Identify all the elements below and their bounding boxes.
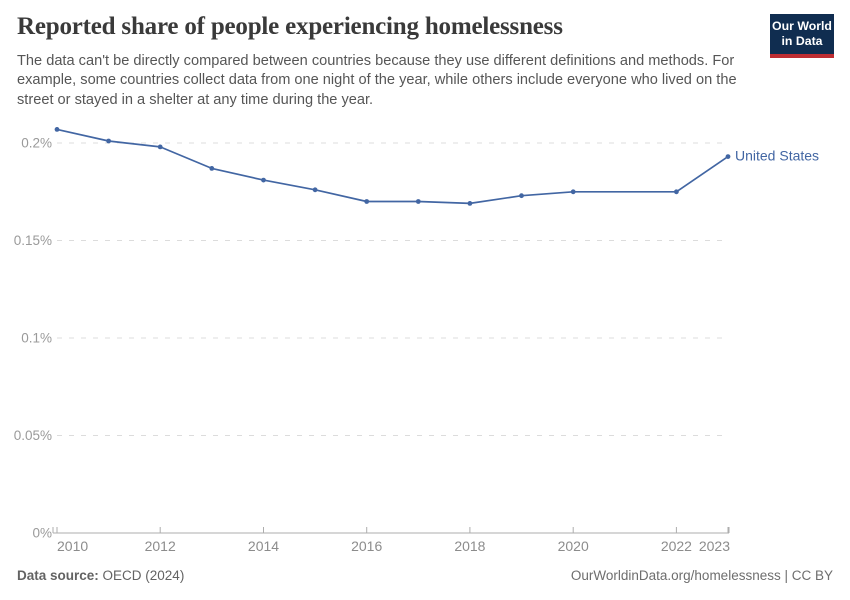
y-axis-label: 0.2% (21, 136, 52, 151)
data-point[interactable] (570, 189, 576, 195)
y-axis-label: 0.1% (21, 331, 52, 346)
x-axis-label: 2022 (661, 538, 692, 554)
x-axis-label: 2023 (699, 538, 730, 554)
data-point[interactable] (209, 166, 215, 171)
y-axis-label: 0.15% (14, 233, 52, 248)
data-point[interactable] (157, 144, 163, 150)
x-axis-label: 2020 (558, 538, 589, 554)
data-point[interactable] (725, 154, 731, 160)
data-point[interactable] (106, 138, 111, 144)
data-point[interactable] (312, 187, 318, 193)
data-source-label: Data source: (17, 568, 99, 583)
owid-logo-line1: Our World (772, 19, 832, 33)
data-point[interactable] (261, 177, 266, 183)
data-source-value: OECD (2024) (98, 568, 185, 583)
data-point[interactable] (415, 199, 421, 204)
x-axis-label: 2016 (351, 538, 382, 554)
owid-logo[interactable]: Our World in Data (770, 14, 834, 58)
data-point[interactable] (467, 201, 473, 206)
data-source: Data source: OECD (2024) (17, 568, 184, 583)
x-axis-label: 2012 (145, 538, 176, 554)
data-point[interactable] (674, 189, 679, 195)
x-axis-label: 2010 (57, 538, 88, 554)
data-point[interactable] (54, 126, 60, 132)
owid-logo-line2: in Data (781, 34, 823, 49)
data-point[interactable] (519, 193, 524, 199)
y-axis-label: 0% (32, 526, 52, 541)
x-axis-label: 2014 (248, 538, 279, 554)
chart-footer: Data source: OECD (2024) OurWorldinData.… (17, 568, 833, 583)
series-entity-label[interactable]: United States (735, 148, 819, 164)
series-line[interactable] (56, 128, 729, 205)
chart-subtitle: The data can't be directly compared betw… (17, 53, 737, 108)
data-point[interactable] (364, 199, 370, 204)
y-axis-label: 0.05% (14, 428, 52, 443)
footer-attribution[interactable]: OurWorldinData.org/homelessness | CC BY (570, 568, 833, 583)
x-axis-label: 2018 (454, 538, 485, 554)
page-title: Reported share of people experiencing ho… (17, 13, 563, 40)
